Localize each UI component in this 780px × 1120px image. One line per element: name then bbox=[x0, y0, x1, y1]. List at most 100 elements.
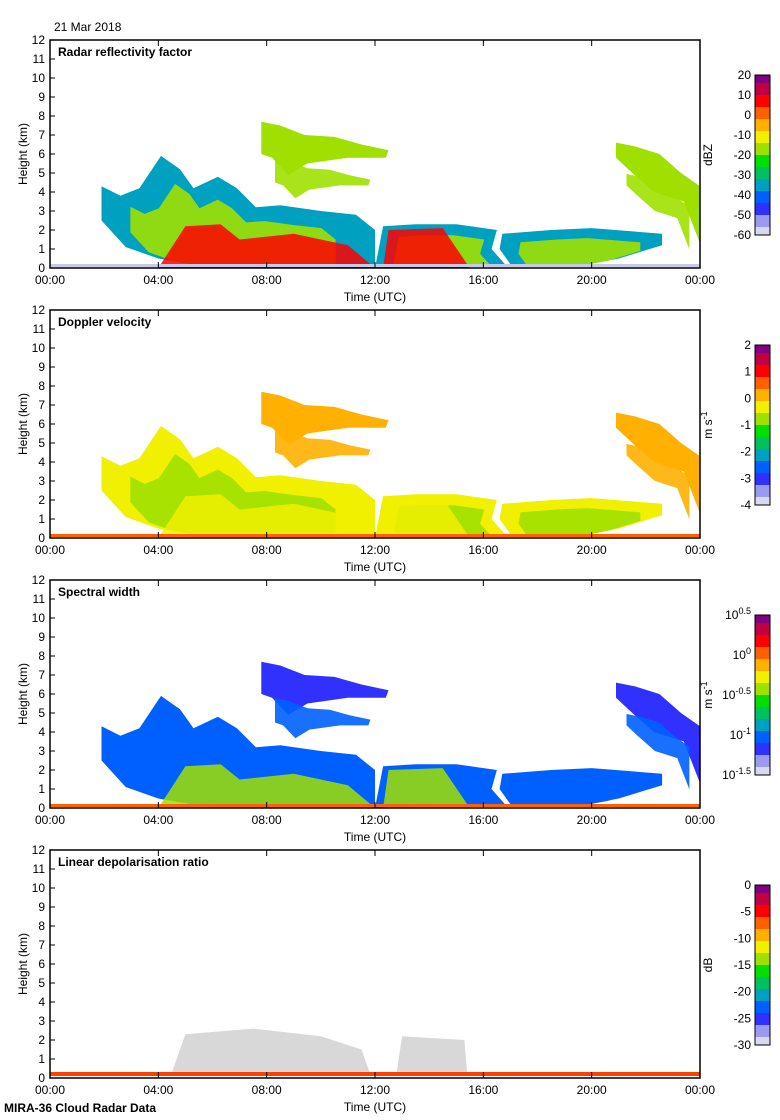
footer-label: MIRA-36 Cloud Radar Data bbox=[4, 1101, 157, 1115]
colorbar-swatch bbox=[755, 199, 770, 204]
y-tick-label: 12 bbox=[32, 843, 46, 857]
colorbar-tick-label: 0 bbox=[744, 878, 751, 892]
colorbar-swatch bbox=[755, 179, 770, 184]
colorbar-swatch bbox=[755, 1009, 770, 1014]
y-tick-label: 8 bbox=[38, 379, 45, 393]
colorbar-swatch bbox=[755, 675, 770, 680]
x-tick-label: 00:00 bbox=[35, 273, 65, 287]
cloud-core bbox=[383, 498, 470, 538]
colorbar-swatch bbox=[755, 481, 770, 486]
colorbar-swatch bbox=[755, 195, 770, 200]
colorbar: 0 -5 -10 -15 -20 -25 -30 dB bbox=[701, 878, 771, 1052]
y-tick-label: 6 bbox=[38, 957, 45, 971]
colorbar-swatch bbox=[755, 131, 770, 136]
colorbar-swatch bbox=[755, 619, 770, 624]
colorbar-swatch bbox=[755, 663, 770, 668]
colorbar-swatch bbox=[755, 631, 770, 636]
colorbar-swatch bbox=[755, 901, 770, 906]
colorbar-tick-label: -60 bbox=[734, 228, 752, 242]
y-tick-label: 5 bbox=[38, 706, 45, 720]
y-tick-label: 7 bbox=[38, 398, 45, 412]
cloud-region-inner bbox=[518, 238, 641, 267]
colorbar-swatch bbox=[755, 219, 770, 224]
y-tick-label: 0 bbox=[38, 531, 45, 545]
data-area bbox=[50, 661, 700, 808]
colorbar-swatch bbox=[755, 941, 770, 946]
colorbar-swatch bbox=[755, 493, 770, 498]
colorbar-swatch bbox=[755, 635, 770, 640]
colorbar-swatch bbox=[755, 357, 770, 362]
x-tick-label: 20:00 bbox=[577, 543, 607, 557]
colorbar-swatch bbox=[755, 441, 770, 446]
y-tick-label: 8 bbox=[38, 919, 45, 933]
y-tick-label: 5 bbox=[38, 976, 45, 990]
colorbar-unit: m s-1 bbox=[699, 681, 715, 708]
colorbar: 20 10 0 -10 -20 -30 -40 -50 -60 dBZ bbox=[701, 68, 771, 242]
colorbar-swatch bbox=[755, 969, 770, 974]
colorbar-tick-label: 0 bbox=[744, 391, 751, 405]
colorbar-swatch bbox=[755, 353, 770, 358]
colorbar-tick-label: -5 bbox=[740, 905, 751, 919]
y-tick-label: 4 bbox=[38, 725, 45, 739]
colorbar-swatch bbox=[755, 417, 770, 422]
y-tick-label: 2 bbox=[38, 493, 45, 507]
colorbar-swatch bbox=[755, 433, 770, 438]
colorbar-tick-label: 100.5 bbox=[725, 606, 751, 622]
colorbar-swatch bbox=[755, 83, 770, 88]
y-tick-label: 6 bbox=[38, 147, 45, 161]
colorbar-swatch bbox=[755, 453, 770, 458]
colorbar-swatch bbox=[755, 643, 770, 648]
colorbar-swatch bbox=[755, 227, 770, 232]
colorbar-swatch bbox=[755, 759, 770, 764]
colorbar-swatch bbox=[755, 965, 770, 970]
x-tick-label: 16:00 bbox=[468, 813, 498, 827]
y-tick-label: 9 bbox=[38, 360, 45, 374]
colorbar-swatch bbox=[755, 925, 770, 930]
colorbar-swatch bbox=[755, 95, 770, 100]
colorbar-swatch bbox=[755, 457, 770, 462]
colorbar-swatch bbox=[755, 647, 770, 652]
colorbar-swatch bbox=[755, 449, 770, 454]
x-tick-label: 00:00 bbox=[685, 543, 715, 557]
cloud-region bbox=[261, 661, 389, 715]
exponent: 0.5 bbox=[738, 606, 751, 616]
data-area bbox=[50, 121, 700, 268]
colorbar-swatch bbox=[755, 885, 770, 890]
cloud-core bbox=[383, 768, 470, 808]
colorbar-unit: dB bbox=[701, 958, 715, 973]
colorbar-swatch bbox=[755, 373, 770, 378]
colorbar-swatch bbox=[755, 731, 770, 736]
y-tick-label: 5 bbox=[38, 166, 45, 180]
cloud-region-inner bbox=[518, 778, 641, 807]
y-tick-label: 1 bbox=[38, 242, 45, 256]
y-tick-label: 8 bbox=[38, 109, 45, 123]
colorbar-swatch bbox=[755, 461, 770, 466]
colorbar-swatch bbox=[755, 497, 770, 502]
colorbar-swatch bbox=[755, 639, 770, 644]
colorbar-swatch bbox=[755, 909, 770, 914]
x-tick-label: 08:00 bbox=[252, 813, 282, 827]
colorbar-swatch bbox=[755, 771, 770, 776]
colorbar-tick-label: -30 bbox=[734, 1038, 752, 1052]
colorbar-tick-label: 2 bbox=[744, 338, 751, 352]
colorbar-unit: m s-1 bbox=[699, 411, 715, 438]
y-tick-label: 1 bbox=[38, 1052, 45, 1066]
x-tick-label: 16:00 bbox=[468, 1083, 498, 1097]
colorbar-tick-label: -25 bbox=[734, 1011, 752, 1025]
panel-title: Linear depolarisation ratio bbox=[58, 855, 209, 869]
colorbar-swatch bbox=[755, 917, 770, 922]
colorbar-swatch bbox=[755, 667, 770, 672]
colorbar-swatch bbox=[755, 349, 770, 354]
colorbar-swatch bbox=[755, 175, 770, 180]
x-tick-label: 08:00 bbox=[252, 273, 282, 287]
ldr-region bbox=[396, 1036, 468, 1073]
colorbar-swatch bbox=[755, 159, 770, 164]
colorbar-swatch bbox=[755, 425, 770, 430]
colorbar-swatch bbox=[755, 985, 770, 990]
colorbar-swatch bbox=[755, 501, 770, 506]
colorbar-swatch bbox=[755, 191, 770, 196]
cloud-region-inner bbox=[626, 444, 690, 520]
colorbar-swatch bbox=[755, 413, 770, 418]
